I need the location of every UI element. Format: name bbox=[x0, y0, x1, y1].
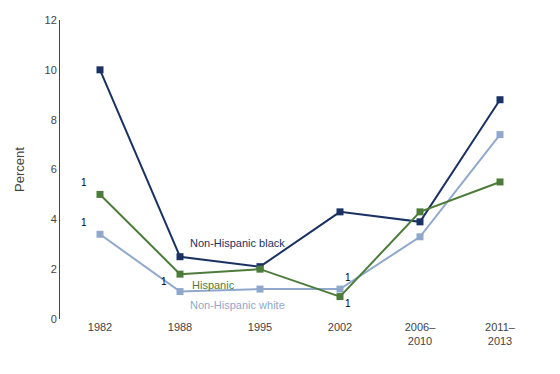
svg-text:Percent: Percent bbox=[12, 147, 27, 192]
svg-text:2: 2 bbox=[51, 263, 57, 275]
svg-text:2006–2010: 2006–2010 bbox=[405, 321, 436, 347]
svg-text:Non-Hispanic white: Non-Hispanic white bbox=[190, 299, 285, 311]
svg-text:1: 1 bbox=[161, 276, 167, 287]
svg-text:4: 4 bbox=[51, 213, 57, 225]
svg-text:1982: 1982 bbox=[88, 321, 112, 333]
svg-text:8: 8 bbox=[51, 114, 57, 126]
svg-text:6: 6 bbox=[51, 163, 57, 175]
svg-text:1: 1 bbox=[345, 298, 351, 309]
svg-text:Non-Hispanic black: Non-Hispanic black bbox=[190, 237, 285, 249]
svg-text:2002: 2002 bbox=[328, 321, 352, 333]
svg-text:1: 1 bbox=[345, 272, 351, 283]
svg-text:1988: 1988 bbox=[168, 321, 192, 333]
svg-text:10: 10 bbox=[45, 64, 57, 76]
svg-text:1995: 1995 bbox=[248, 321, 272, 333]
svg-text:12: 12 bbox=[45, 14, 57, 26]
svg-text:1: 1 bbox=[81, 217, 87, 228]
svg-text:Hispanic: Hispanic bbox=[192, 279, 235, 291]
svg-text:2011–2013: 2011–2013 bbox=[485, 321, 516, 347]
svg-text:0: 0 bbox=[51, 313, 57, 325]
svg-text:1: 1 bbox=[81, 177, 87, 188]
